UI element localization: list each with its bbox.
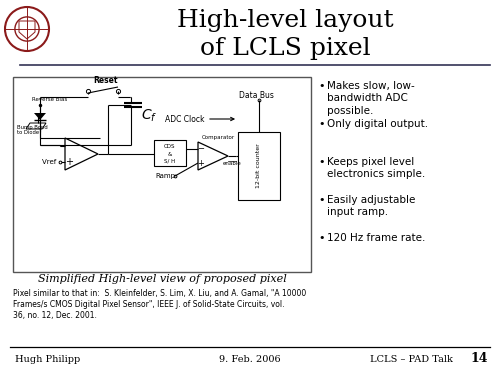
Text: +: + <box>65 157 73 167</box>
Text: Keeps pixel level
electronics simple.: Keeps pixel level electronics simple. <box>327 157 425 179</box>
Text: 14: 14 <box>470 352 488 366</box>
Text: Comparator: Comparator <box>202 135 234 140</box>
Text: of LCLS pixel: of LCLS pixel <box>200 36 370 60</box>
Text: $C_f$: $C_f$ <box>141 108 158 124</box>
Bar <box>154 140 186 166</box>
Text: 120 Hz frame rate.: 120 Hz frame rate. <box>327 233 426 243</box>
Text: Ramp: Ramp <box>155 173 175 179</box>
Text: S/ H: S/ H <box>164 159 175 164</box>
Text: •: • <box>318 195 324 205</box>
Text: •: • <box>318 157 324 167</box>
Text: Pixel similar to that in:  S. Kleinfelder, S. Lim, X. Liu, and A. Gamal, "A 1000: Pixel similar to that in: S. Kleinfelder… <box>13 289 306 320</box>
Text: −: − <box>65 141 73 151</box>
Text: High-level layout: High-level layout <box>176 9 394 32</box>
Text: •: • <box>318 119 324 129</box>
Text: Reset: Reset <box>93 76 117 85</box>
Text: Makes slow, low-
bandwidth ADC
possible.: Makes slow, low- bandwidth ADC possible. <box>327 81 415 116</box>
Text: enable: enable <box>222 161 242 166</box>
Text: LCLS – PAD Talk: LCLS – PAD Talk <box>370 354 453 363</box>
Text: Hugh Philipp: Hugh Philipp <box>15 354 80 363</box>
Text: 9. Feb. 2006: 9. Feb. 2006 <box>219 354 281 363</box>
Text: 12-bit counter: 12-bit counter <box>256 144 262 188</box>
Text: +: + <box>198 159 204 168</box>
Text: −: − <box>198 144 204 153</box>
Text: Only digital output.: Only digital output. <box>327 119 428 129</box>
Text: Vref: Vref <box>42 159 59 165</box>
Text: Reverse Bias: Reverse Bias <box>32 97 67 102</box>
Text: •: • <box>318 81 324 91</box>
Text: Simplified High-level view of proposed pixel: Simplified High-level view of proposed p… <box>38 274 286 284</box>
Polygon shape <box>34 113 46 120</box>
Text: •: • <box>318 233 324 243</box>
Text: Easily adjustable
input ramp.: Easily adjustable input ramp. <box>327 195 416 217</box>
Bar <box>238 132 280 200</box>
Text: Data Bus: Data Bus <box>238 91 274 100</box>
Text: CDS: CDS <box>164 144 176 148</box>
Text: ADC Clock: ADC Clock <box>165 114 204 123</box>
Bar <box>13 77 311 272</box>
Text: Bump Bond
to Diode: Bump Bond to Diode <box>17 124 48 135</box>
Text: &: & <box>168 152 172 156</box>
